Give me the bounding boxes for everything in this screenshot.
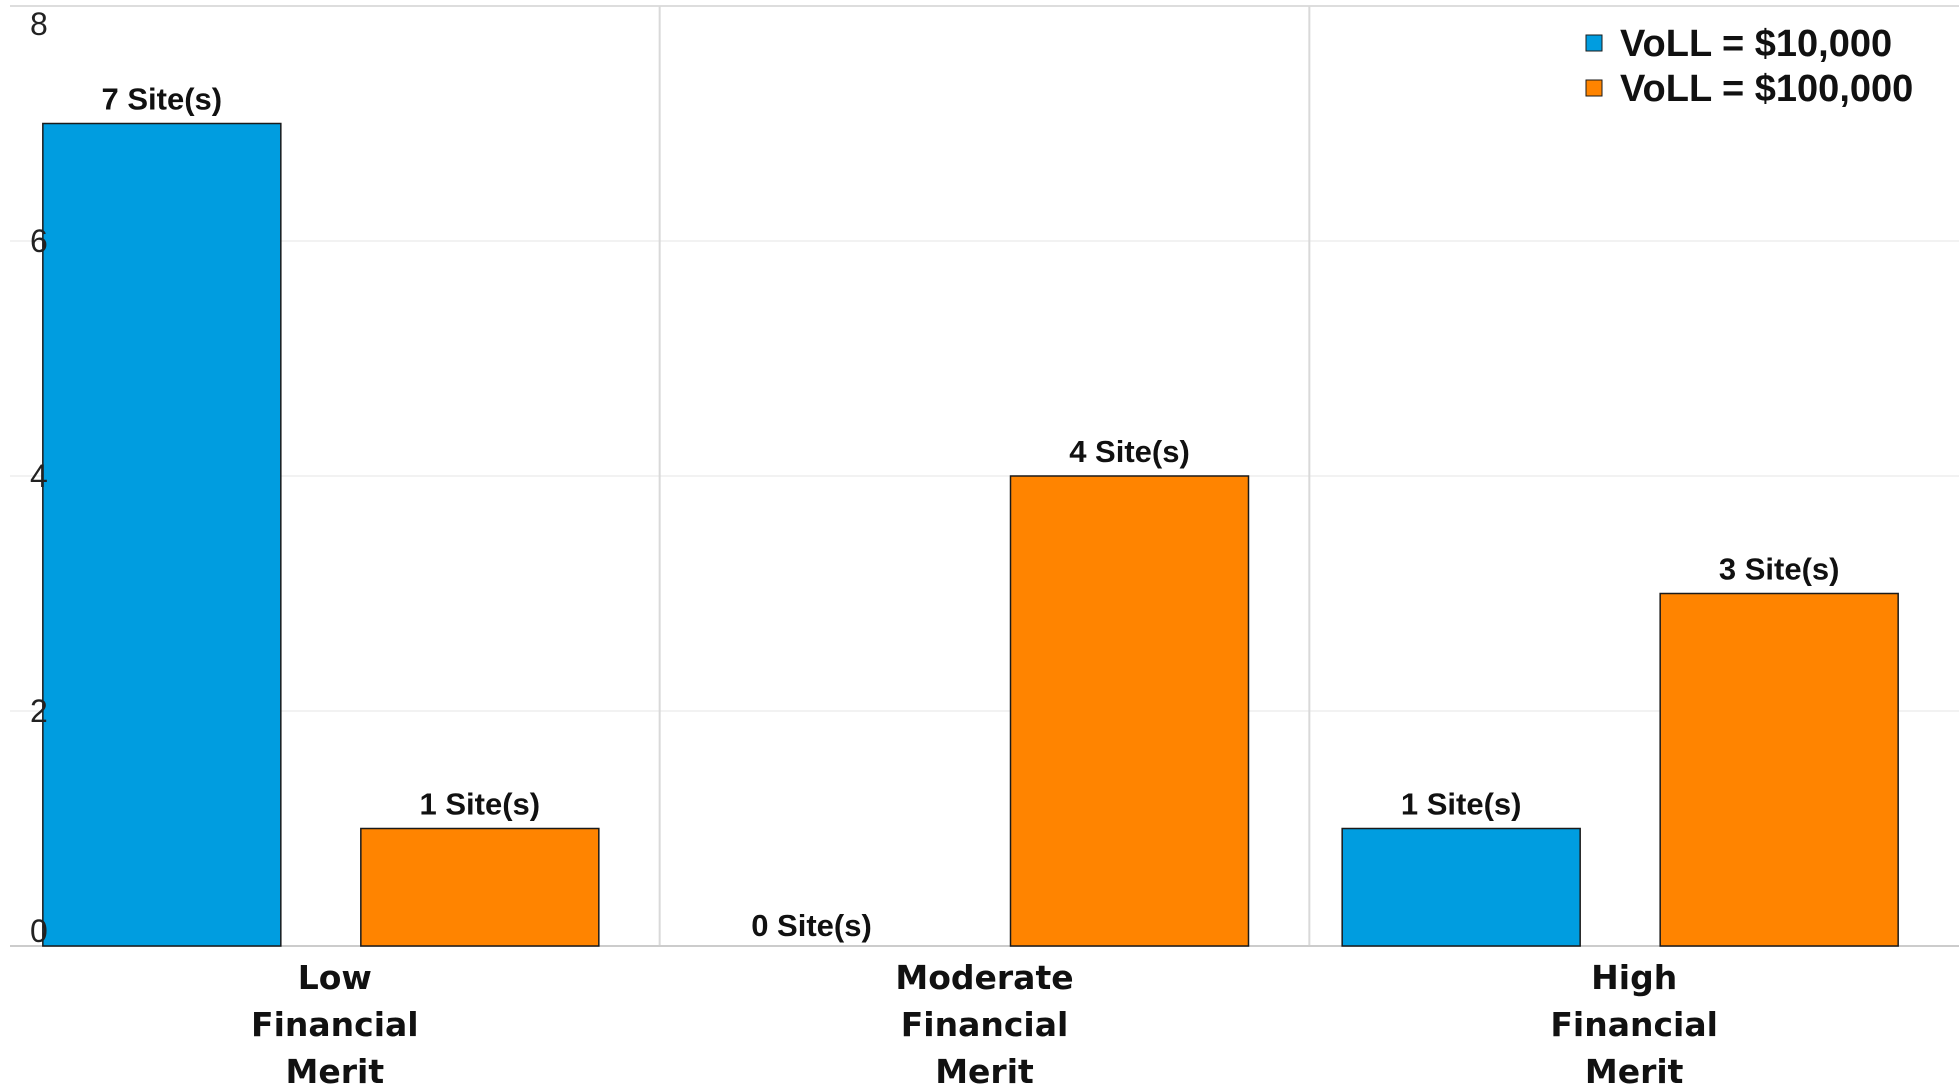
x-category-label: Merit [1585,1052,1684,1090]
bar-value-label: 4 Site(s) [1069,434,1190,469]
bar [1659,592,1899,947]
bar-value-label: 7 Site(s) [102,82,223,117]
legend-label: VoLL = $10,000 [1620,23,1892,65]
bar-labels: 7 Site(s) 1 Site(s) 0 Site(s) 4 Site(s) 1 Si… [102,82,1840,944]
bar-value-label: 3 Site(s) [1719,552,1840,587]
x-category-label: Merit [286,1052,385,1090]
y-tick-label: 8 [30,6,48,42]
bar-value-label: 0 Site(s) [751,908,872,943]
x-category-label: Moderate [895,958,1073,997]
bar [360,827,600,947]
x-category-label: High [1591,958,1677,997]
y-axis-ticks: 0 2 4 6 8 [30,6,48,949]
bar [1341,827,1581,947]
x-category-label: Financial [901,1005,1069,1044]
x-category-label: Low [298,958,372,997]
bar [42,122,282,947]
y-tick-label: 4 [30,458,48,494]
legend-swatch [1585,34,1603,52]
legend-label: VoLL = $100,000 [1620,68,1913,110]
bar-value-label: 1 Site(s) [1401,787,1522,822]
bars [42,122,1899,947]
x-category-label: Financial [1550,1005,1718,1044]
x-category-label: Merit [935,1052,1034,1090]
x-axis-category-labels: Low Financial Merit Moderate Financial Merit H… [251,958,1718,1090]
x-category-label: Financial [251,1005,419,1044]
legend-swatch [1585,79,1603,97]
y-tick-label: 2 [30,693,48,729]
bar-value-label: 1 Site(s) [420,787,541,822]
y-tick-label: 0 [30,913,48,949]
grid-lines [10,5,1959,947]
bar [1009,475,1250,947]
y-tick-label: 6 [30,223,48,259]
